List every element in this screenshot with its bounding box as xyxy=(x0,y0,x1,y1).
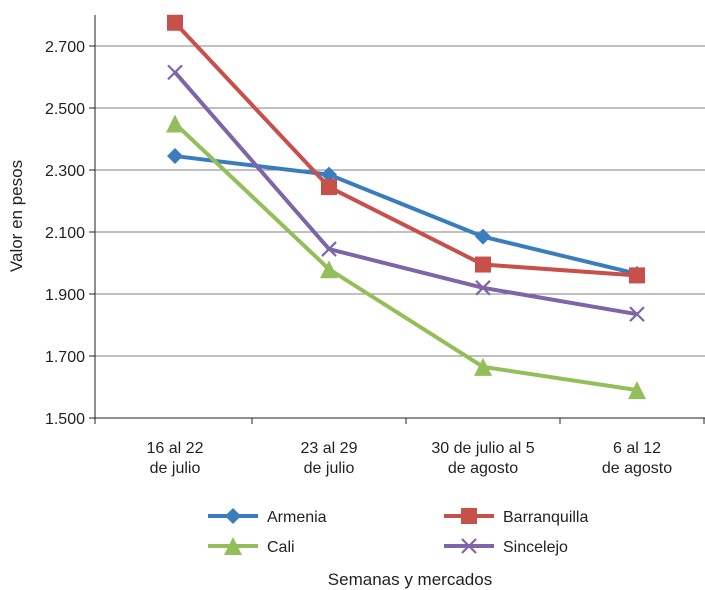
series-cali xyxy=(166,114,646,400)
data-point-barranquilla xyxy=(629,267,645,284)
y-tick-labels: 1.500 1.700 1.900 2.100 2.300 2.500 2.700 xyxy=(45,39,95,428)
data-point-barranquilla xyxy=(167,14,183,31)
y-tick-label: 2.500 xyxy=(45,101,85,118)
series-line-cali xyxy=(173,122,638,393)
legend-marker xyxy=(225,508,241,524)
legend-label: Armenia xyxy=(267,509,327,526)
x-tick-label: de julio xyxy=(150,460,201,477)
y-tick-label: 1.700 xyxy=(45,349,85,366)
series-barranquilla xyxy=(167,14,645,284)
data-point-sincelejo xyxy=(475,280,491,296)
data-point-cali xyxy=(166,114,184,133)
legend-label: Sincelejo xyxy=(503,539,568,556)
series-line-armenia xyxy=(174,154,638,276)
legend-label: Barranquilla xyxy=(503,509,588,526)
x-tick-label: 16 al 22 xyxy=(147,440,204,457)
y-tick-label: 2.100 xyxy=(45,225,85,242)
x-tick-label: de agosto xyxy=(448,460,518,477)
y-tick-label: 2.700 xyxy=(45,39,85,56)
data-point-barranquilla xyxy=(475,256,491,273)
x-tick-label: 30 de julio al 5 xyxy=(431,440,534,457)
series-group xyxy=(166,14,646,400)
legend-marker xyxy=(461,508,477,524)
legend-item-armenia: Armenia xyxy=(208,508,327,526)
legend-marker xyxy=(224,537,242,555)
x-tick-label: 23 al 29 xyxy=(301,440,358,457)
x-tick-labels: 16 al 22 de julio 23 al 29 de julio 30 de ju… xyxy=(94,418,705,477)
series-sincelejo xyxy=(167,64,645,322)
series-line-barranquilla xyxy=(173,21,638,278)
data-point-cali xyxy=(628,381,646,400)
y-tick-label: 1.500 xyxy=(45,411,85,428)
x-tick-label: de agosto xyxy=(602,460,672,477)
data-point-barranquilla xyxy=(321,179,337,196)
x-tick-label: de julio xyxy=(304,460,355,477)
x-tick-label: 6 al 12 xyxy=(613,440,661,457)
legend-item-sincelejo: Sincelejo xyxy=(444,538,568,556)
x-axis-title: Semanas y mercados xyxy=(328,570,492,589)
series-armenia xyxy=(167,148,645,282)
legend: Armenia Barranquilla Cali Sincelejo xyxy=(208,508,588,556)
axes xyxy=(94,15,705,419)
y-axis-title: Valor en pesos xyxy=(7,160,26,272)
y-tick-label: 2.300 xyxy=(45,163,85,180)
y-tick-label: 1.900 xyxy=(45,287,85,304)
series-line-sincelejo xyxy=(173,71,638,317)
legend-item-cali: Cali xyxy=(208,537,295,556)
data-point-armenia xyxy=(167,148,183,165)
data-point-cali xyxy=(320,260,338,279)
legend-item-barranquilla: Barranquilla xyxy=(444,508,588,526)
data-point-sincelejo xyxy=(167,64,183,81)
data-point-cali xyxy=(474,357,492,376)
data-point-sincelejo xyxy=(321,241,337,257)
legend-marker xyxy=(461,538,477,554)
data-point-armenia xyxy=(321,166,337,183)
data-point-armenia xyxy=(475,228,491,245)
data-point-sincelejo xyxy=(629,306,645,322)
legend-label: Cali xyxy=(267,539,295,556)
